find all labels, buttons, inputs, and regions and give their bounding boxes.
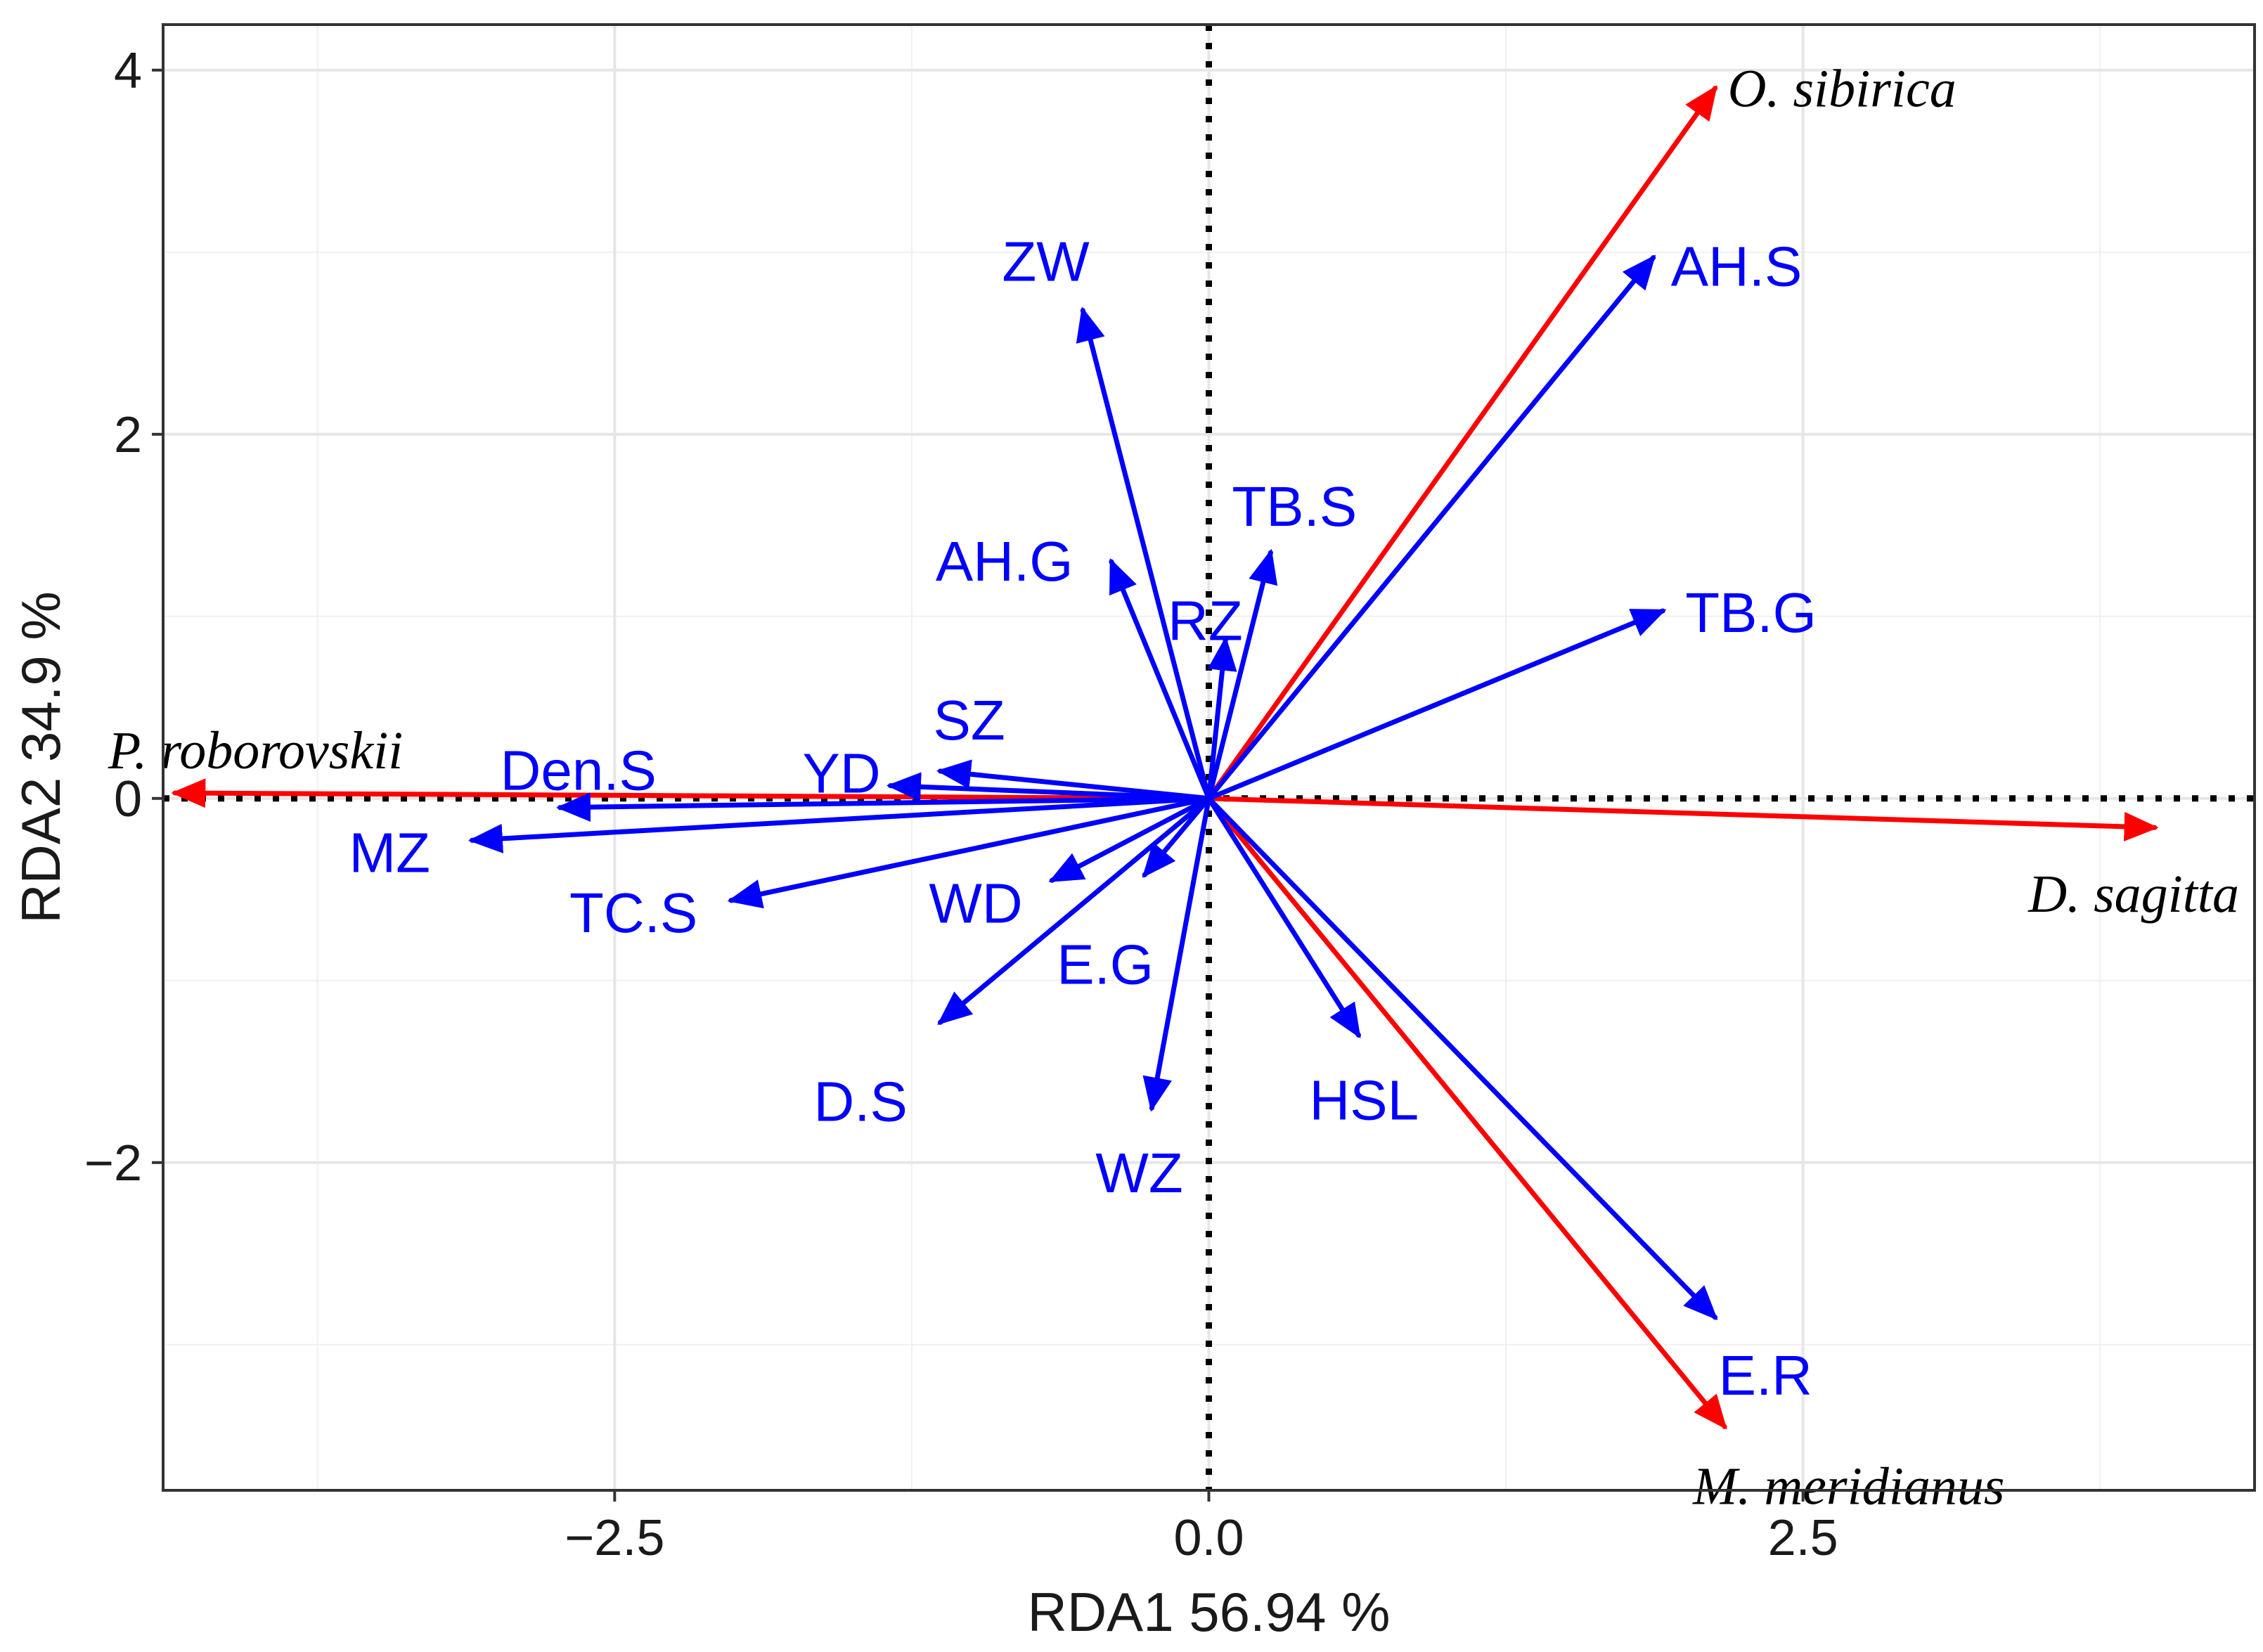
species-label-p-roborovskii: P. roborovskii (108, 721, 403, 780)
species-arrow-o-sibirica (1206, 85, 1718, 801)
species-arrow-p-roborovskii (171, 778, 1211, 808)
env-arrow-wz (1142, 796, 1211, 1112)
env-label-ah-s: AH.S (1671, 235, 1803, 298)
y-tick-label: 2 (114, 407, 142, 463)
y-axis-title: RDA2 34.9 % (10, 591, 72, 924)
env-arrow-ah-g (1109, 557, 1211, 801)
env-arrow-den-s (555, 792, 1211, 822)
env-arrow-e-g (1142, 796, 1211, 878)
env-arrow-sz (936, 759, 1211, 801)
env-arrow-tc-s (727, 796, 1211, 909)
env-arrow-tb-s (1206, 548, 1278, 801)
x-tick-label: 2.5 (1768, 1510, 1838, 1566)
env-label-rz: RZ (1168, 589, 1243, 652)
env-label-ah-g: AH.G (936, 530, 1074, 593)
species-label-m-meridianus: M. meridianus (1692, 1457, 2004, 1516)
y-tick-label: 4 (114, 43, 142, 99)
env-label-d-s: D.S (813, 1070, 907, 1132)
env-label-den-s: Den.S (501, 740, 657, 802)
env-arrow-zw (1076, 306, 1211, 801)
env-arrow-wd (1048, 796, 1211, 883)
arrow-labels-layer: O. sibirica D. sagitta P. roborovskii M. me… (108, 60, 2239, 1516)
env-label-wd: WD (929, 872, 1022, 934)
env-label-e-g: E.G (1057, 934, 1154, 996)
axis-ticks (152, 68, 1805, 1502)
env-label-yd: YD (802, 742, 880, 805)
species-arrow-m-meridianus (1206, 796, 1727, 1430)
env-label-mz: MZ (349, 821, 430, 884)
env-label-tb-g: TB.G (1685, 581, 1817, 644)
env-label-tb-s: TB.S (1232, 475, 1357, 538)
species-arrow-d-sagitta (1206, 796, 2159, 841)
env-label-sz: SZ (933, 689, 1005, 751)
x-axis-title: RDA1 56.94 % (1028, 1581, 1391, 1643)
y-tick-label: 0 (114, 771, 142, 827)
env-arrow-yd (886, 772, 1211, 802)
env-arrow-hsl (1206, 796, 1361, 1039)
env-label-hsl: HSL (1309, 1069, 1419, 1131)
env-arrow-rz (1206, 635, 1237, 801)
env-arrow-tb-g (1206, 608, 1667, 801)
env-label-zw: ZW (1002, 231, 1090, 293)
axis-tick-labels: −2.5 0.0 2.5 −2 0 2 4 (84, 43, 1838, 1566)
env-arrow-ah-s (1206, 254, 1656, 801)
x-tick-label: 0.0 (1173, 1510, 1244, 1566)
species-label-d-sagitta: D. sagitta (2027, 865, 2239, 924)
env-arrow-d-s (937, 796, 1211, 1025)
env-label-wz: WZ (1095, 1142, 1182, 1204)
env-arrow-mz (468, 796, 1211, 853)
y-tick-label: −2 (84, 1135, 142, 1192)
arrows-layer (171, 85, 2159, 1430)
env-arrow-e-r (1206, 796, 1718, 1320)
env-label-e-r: E.R (1719, 1344, 1812, 1407)
species-label-o-sibirica: O. sibirica (1728, 60, 1956, 119)
x-tick-label: −2.5 (565, 1510, 664, 1566)
env-label-tc-s: TC.S (569, 882, 697, 944)
